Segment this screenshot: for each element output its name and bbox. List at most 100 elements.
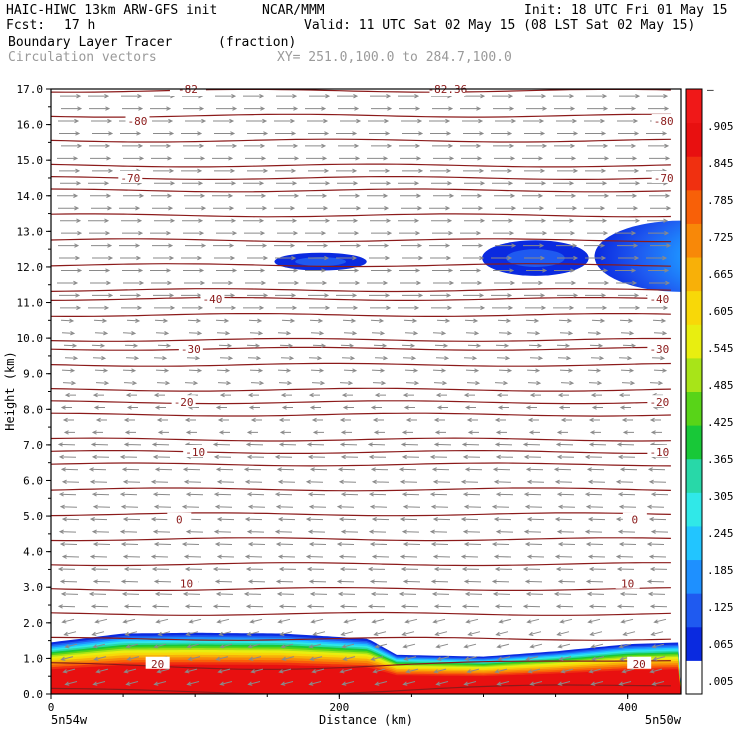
wind-vector — [57, 566, 76, 572]
wind-vector — [523, 529, 542, 534]
contour-label: -40 — [203, 293, 223, 306]
wind-vector — [370, 218, 392, 223]
wind-vector — [557, 504, 576, 509]
wind-vector — [491, 541, 510, 547]
wind-vector — [400, 604, 419, 609]
wind-vector — [183, 554, 202, 559]
wind-vector — [92, 681, 106, 686]
wind-vector — [529, 392, 541, 398]
wind-vector — [181, 168, 203, 174]
wind-vector — [182, 591, 201, 597]
wind-vector — [400, 280, 422, 286]
wind-vector — [88, 218, 110, 223]
wind-vector — [92, 255, 114, 261]
wind-vector — [305, 230, 327, 236]
wind-vector — [92, 643, 106, 649]
wind-vector — [435, 681, 449, 686]
wind-vector — [216, 368, 231, 373]
wind-vector — [280, 681, 294, 686]
wind-vector — [88, 467, 107, 472]
wind-vector — [336, 541, 355, 547]
wind-vector — [58, 206, 80, 211]
wind-vector — [90, 156, 112, 161]
wind-vector — [184, 566, 203, 572]
wind-vector — [402, 355, 417, 361]
colorbar-label: .065 — [707, 638, 734, 651]
wind-vector — [523, 454, 542, 460]
wind-vector — [157, 631, 171, 636]
x-tick-label: 400 — [618, 701, 638, 714]
colorbar-segment — [686, 89, 702, 124]
temperature-contour — [51, 450, 671, 454]
wind-vector — [496, 643, 510, 649]
wind-vector — [587, 479, 606, 485]
wind-vector — [122, 368, 137, 373]
wind-vector — [151, 604, 170, 609]
wind-vector — [524, 293, 546, 298]
wind-vector — [60, 305, 82, 311]
wind-vector — [58, 454, 77, 460]
wind-vector — [245, 280, 267, 286]
wind-vector — [278, 417, 290, 423]
wind-vector — [555, 604, 574, 609]
wind-vector — [368, 243, 390, 248]
wind-vector — [338, 106, 360, 111]
wind-vector — [646, 579, 665, 584]
y-tick-label: 8.0 — [23, 403, 43, 416]
circulation-vectors — [57, 93, 672, 686]
wind-vector — [584, 206, 606, 211]
contour-label-bg — [647, 445, 672, 457]
wind-vector — [244, 479, 263, 485]
wind-vector — [244, 230, 266, 236]
wind-vector — [153, 293, 175, 298]
wind-vector — [216, 268, 238, 273]
wind-vector — [279, 343, 294, 348]
wind-vector — [368, 118, 390, 124]
wind-vector — [431, 181, 453, 186]
wind-vector — [526, 268, 548, 273]
wind-vector — [336, 579, 355, 584]
wind-vector — [399, 517, 418, 522]
wind-vector — [403, 656, 417, 661]
wind-vector — [305, 268, 327, 273]
wind-vector — [150, 268, 172, 273]
wind-vector — [212, 604, 231, 609]
wind-vector — [402, 255, 424, 261]
wind-vector — [183, 479, 202, 485]
wind-vector — [89, 230, 111, 236]
wind-vector — [275, 541, 294, 547]
wind-vector — [215, 318, 230, 323]
wind-vector — [586, 467, 605, 472]
wind-vector — [648, 268, 670, 273]
contour-label-bg — [627, 656, 652, 669]
wind-vector — [215, 405, 227, 410]
wind-vector — [218, 343, 233, 348]
wind-vector — [559, 618, 573, 624]
wind-vector — [524, 541, 543, 547]
wind-vector — [309, 93, 331, 99]
wind-vector — [617, 118, 639, 124]
wind-vector — [184, 417, 196, 423]
wind-vector — [493, 554, 512, 559]
wind-vector — [619, 467, 638, 472]
wind-vector — [616, 280, 638, 286]
wind-vector — [243, 93, 265, 99]
wind-vector — [525, 467, 544, 472]
wind-vector — [340, 454, 359, 460]
wind-vector — [306, 156, 328, 161]
wind-vector — [462, 118, 484, 124]
wind-vector — [250, 380, 265, 386]
wind-vector — [312, 631, 326, 636]
wind-vector — [615, 479, 634, 485]
temperature-contour — [51, 346, 671, 351]
temperature-contour — [51, 296, 671, 301]
wind-vector — [526, 479, 545, 485]
wind-vector — [529, 643, 543, 649]
temperature-contour — [51, 437, 671, 442]
wind-vector — [522, 280, 544, 286]
wind-vector — [370, 656, 384, 661]
wind-vector — [276, 305, 298, 311]
wind-vector — [121, 305, 143, 311]
wind-vector — [213, 492, 232, 497]
wind-vector — [525, 405, 537, 410]
